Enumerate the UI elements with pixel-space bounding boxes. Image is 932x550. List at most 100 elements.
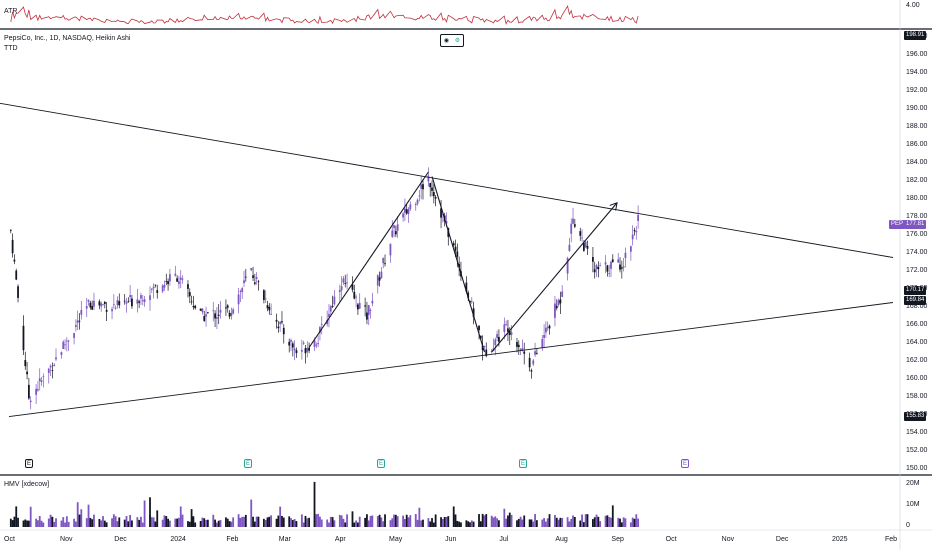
volume-bar	[371, 515, 374, 527]
candle-body	[165, 281, 168, 282]
trendline[interactable]	[8, 302, 894, 417]
eye-icon[interactable]: ◉	[443, 38, 450, 44]
volume-bar	[416, 519, 419, 527]
symbol-title[interactable]: PepsiCo, Inc., 1D, NASDAQ, Heikin Ashi	[4, 35, 131, 42]
arrow-drawing[interactable]	[308, 171, 429, 348]
candle-body	[523, 351, 526, 354]
volume-bar	[26, 520, 28, 527]
volume-bar	[344, 522, 347, 527]
candle-body	[232, 309, 235, 314]
earnings-marker[interactable]: E	[519, 459, 527, 468]
volume-bar	[516, 520, 518, 527]
volume-bar	[485, 514, 488, 527]
candle-body	[581, 237, 583, 239]
price-tick-label: 166.00	[906, 321, 928, 328]
volume-bar	[409, 515, 412, 527]
arrow-drawing[interactable]	[491, 204, 617, 353]
candle-body	[295, 350, 298, 354]
volume-bar	[460, 522, 462, 527]
volume-bar	[181, 514, 184, 527]
volume-bar	[369, 515, 372, 527]
candle-body	[163, 284, 166, 288]
earnings-marker[interactable]: E	[377, 459, 385, 468]
indicator-label-ttd[interactable]: TTD	[4, 45, 18, 52]
low-price-tag: 155.83	[904, 412, 927, 421]
volume-bar	[237, 514, 240, 527]
trendline[interactable]	[0, 96, 894, 258]
earnings-marker[interactable]: E	[681, 459, 689, 468]
candle-body	[545, 327, 547, 333]
volume-bar	[22, 520, 25, 527]
volume-bar	[329, 516, 332, 527]
volume-bar	[557, 519, 560, 527]
candle-body	[74, 325, 77, 327]
volume-bar	[73, 518, 75, 527]
settings-icon[interactable]: ⚙	[454, 38, 461, 44]
candle-body	[317, 343, 320, 345]
earnings-marker[interactable]: E	[244, 459, 252, 468]
atr-scale-value: 4.00	[906, 2, 920, 9]
price-tick-label: 154.00	[906, 429, 928, 436]
candle-body	[300, 349, 303, 352]
earnings-marker[interactable]: E	[25, 459, 33, 468]
candle-body	[257, 281, 260, 283]
volume-bar	[331, 517, 334, 527]
legend-controls[interactable]: ◉ ⚙	[440, 34, 464, 47]
price-tick-label: 184.00	[906, 159, 928, 166]
candle-body	[620, 267, 623, 269]
candle-body	[78, 320, 81, 322]
volume-bar	[29, 506, 32, 527]
volume-bar	[24, 519, 27, 527]
volume-bar	[244, 514, 247, 527]
volume-bar	[275, 518, 278, 527]
price-tick-label: 172.00	[906, 267, 928, 274]
volume-bar	[60, 520, 63, 527]
volume-indicator-label[interactable]: HMV [xdecow]	[4, 481, 50, 488]
volume-bar	[427, 518, 430, 527]
candle-body	[116, 300, 119, 306]
candle-body	[181, 278, 184, 280]
volume-bar	[118, 517, 121, 527]
candle-body	[353, 291, 356, 299]
arrow-drawing[interactable]	[431, 176, 485, 353]
volume-bar	[355, 520, 357, 527]
candle-body	[123, 300, 126, 302]
volume-bar	[167, 518, 169, 527]
volume-bar	[277, 515, 280, 527]
volume-bar	[149, 497, 151, 527]
candle-body	[528, 357, 531, 368]
volume-bar	[629, 522, 632, 527]
candle-body	[53, 364, 56, 367]
candle-body	[378, 277, 381, 281]
candle-body	[26, 371, 28, 375]
candle-body	[49, 365, 52, 368]
volume-bar	[608, 516, 611, 527]
candle-body	[572, 218, 574, 224]
volume-bar	[127, 521, 130, 527]
volume-bar	[143, 500, 146, 527]
time-tick-label: Feb	[226, 536, 239, 543]
candle-body	[637, 214, 640, 221]
volume-bar	[214, 519, 216, 527]
volume-bar	[255, 516, 258, 527]
candle-body	[608, 273, 611, 274]
price-tick-label: 176.00	[906, 231, 928, 238]
candle-body	[51, 370, 54, 371]
drawings-group[interactable]	[0, 96, 894, 417]
volume-bar	[49, 514, 52, 527]
candle-body	[105, 309, 108, 312]
volume-bar	[543, 518, 546, 527]
volume-bar	[507, 515, 509, 527]
candle-body	[27, 384, 30, 399]
volume-bar	[633, 518, 636, 527]
volume-bar	[635, 514, 638, 527]
candle-body	[178, 281, 180, 285]
candle-body	[409, 204, 412, 210]
volume-bar	[535, 520, 538, 527]
volume-bar	[405, 514, 408, 527]
candle-body	[205, 314, 207, 317]
volume-bar	[87, 504, 90, 527]
candle-body	[389, 243, 392, 256]
volume-bar	[93, 514, 95, 527]
